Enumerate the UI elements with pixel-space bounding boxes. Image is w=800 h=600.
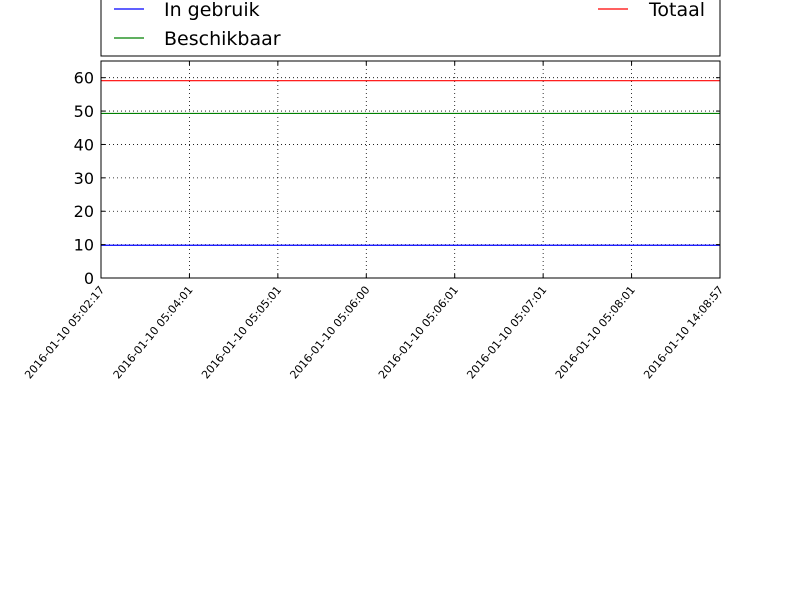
x-tick-label: 2016-01-10 05:05:01 (199, 284, 284, 382)
legend: In gebruik Beschikbaar Totaal (100, 0, 721, 57)
x-tick-label: 2016-01-10 05:02:17 (22, 284, 107, 382)
legend-label: Totaal (648, 0, 705, 21)
legend-entry: Beschikbaar (114, 28, 281, 50)
grid (101, 61, 720, 278)
y-tick-label: 0 (84, 269, 94, 288)
x-tick-label: 2016-01-10 05:06:01 (376, 284, 461, 382)
y-tick-label: 40 (74, 135, 94, 154)
y-axis: 0 10 20 30 40 50 60 (74, 69, 720, 288)
legend-label: In gebruik (164, 0, 260, 21)
x-tick-label: 2016-01-10 14:08:57 (641, 284, 726, 382)
x-tick-label: 2016-01-10 05:08:01 (553, 284, 638, 382)
y-tick-label: 10 (74, 236, 94, 255)
y-tick-label: 20 (74, 202, 94, 221)
y-tick-label: 60 (74, 69, 94, 88)
plot-frame (100, 60, 721, 279)
y-tick-label: 50 (74, 102, 94, 121)
legend-label: Beschikbaar (164, 28, 281, 50)
y-tick-label: 30 (74, 169, 94, 188)
legend-entry: Totaal (598, 0, 705, 21)
x-tick-label: 2016-01-10 05:04:01 (111, 284, 196, 382)
series-group (101, 80, 720, 246)
plot-background (101, 61, 720, 278)
legend-entry: In gebruik (114, 0, 260, 21)
x-tick-label: 2016-01-10 05:07:01 (464, 284, 549, 382)
x-tick-label: 2016-01-10 05:06:00 (288, 284, 373, 382)
